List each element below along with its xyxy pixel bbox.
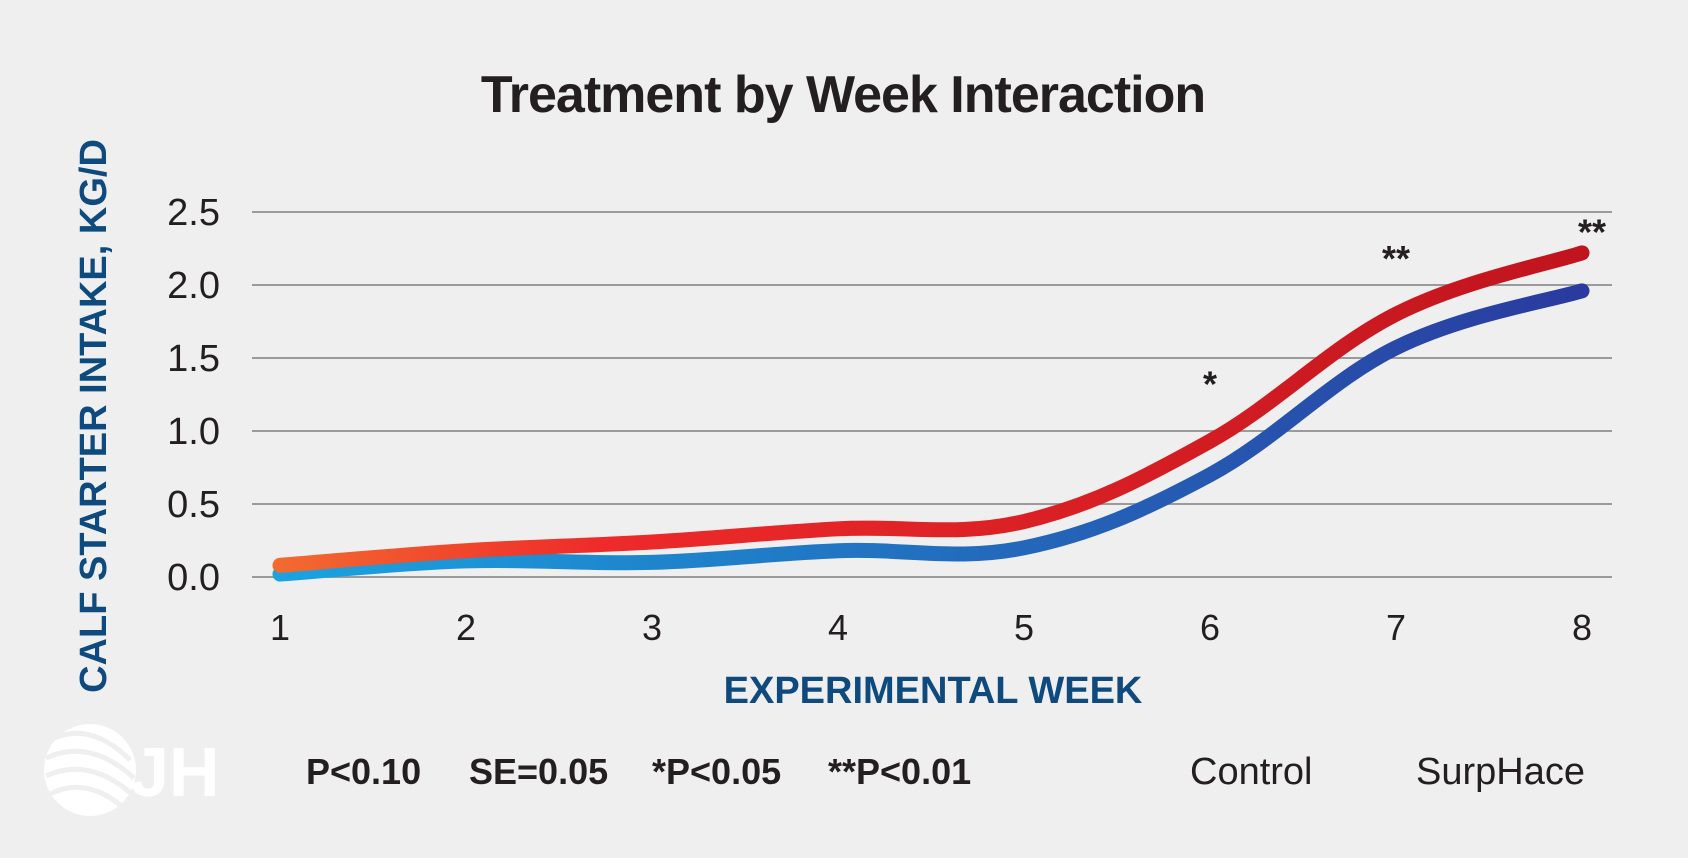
x-axis-ticks: 1 2 3 4 5 6 7 8 — [270, 607, 1592, 648]
gridlines — [252, 211, 1612, 578]
y-tick-label: 2.5 — [167, 192, 220, 234]
y-tick-label: 0.0 — [167, 557, 220, 599]
x-tick-label: 5 — [1014, 607, 1034, 648]
footnote-p001: **P<0.01 — [828, 751, 971, 792]
y-axis-ticks: 0.0 0.5 1.0 1.5 2.0 2.5 — [167, 192, 220, 599]
significance-marker: ** — [1578, 212, 1606, 253]
chart-title: Treatment by Week Interaction — [481, 66, 1205, 124]
legend-label-control: Control — [1190, 751, 1313, 793]
significance-marker: * — [1203, 363, 1217, 404]
footnote-p010: P<0.10 — [306, 751, 421, 792]
striped-globe-icon — [44, 724, 136, 816]
x-tick-label: 4 — [828, 607, 848, 648]
x-tick-label: 6 — [1200, 607, 1220, 648]
logo-text: JH — [130, 733, 219, 811]
significance-annotations: ***** — [1203, 212, 1606, 405]
series-line-control — [272, 283, 1590, 582]
y-tick-label: 0.5 — [167, 484, 220, 526]
x-tick-label: 7 — [1386, 607, 1406, 648]
y-tick-label: 1.5 — [167, 338, 220, 380]
x-axis-label: EXPERIMENTAL WEEK — [724, 670, 1143, 712]
x-tick-label: 3 — [642, 607, 662, 648]
y-axis-label: CALF STARTER INTAKE, KG/D — [73, 139, 115, 693]
legend-item-control: Control — [1119, 751, 1313, 793]
legend-label-surphace: SurpHace — [1416, 751, 1585, 793]
series-lines — [272, 245, 1590, 582]
y-tick-label: 1.0 — [167, 411, 220, 453]
x-tick-label: 8 — [1572, 607, 1592, 648]
x-tick-label: 2 — [456, 607, 476, 648]
series-line-surphace — [272, 245, 1590, 573]
y-tick-label: 2.0 — [167, 265, 220, 307]
footnote-p005: *P<0.05 — [652, 751, 781, 792]
footnotes: P<0.10 SE=0.05 *P<0.05 **P<0.01 — [306, 751, 971, 792]
footnote-se: SE=0.05 — [469, 751, 608, 792]
significance-marker: ** — [1382, 238, 1410, 279]
legend: Control SurpHace — [1119, 751, 1585, 793]
x-tick-label: 1 — [270, 607, 290, 648]
legend-item-surphace: SurpHace — [1341, 751, 1585, 793]
company-logo: JH — [44, 724, 219, 816]
